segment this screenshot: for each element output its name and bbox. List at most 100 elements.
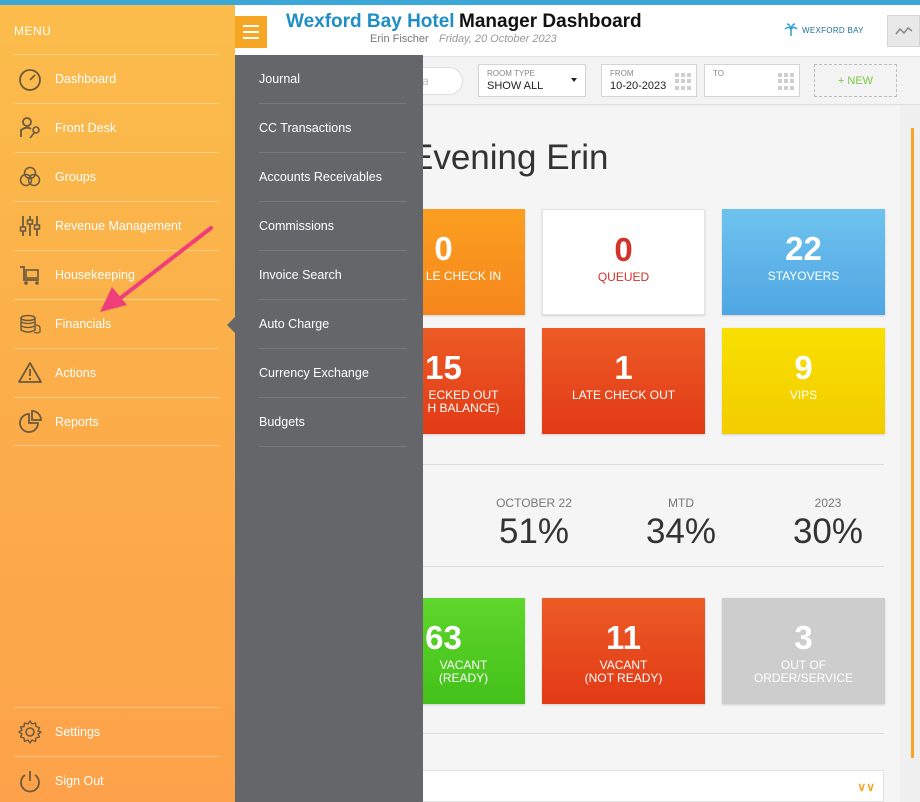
page-title: Manager Dashboard <box>459 11 642 32</box>
stat-value: 51% <box>498 512 570 551</box>
palm-tree-icon <box>784 23 798 36</box>
sidebar-item-housekeeping[interactable]: Housekeeping <box>14 250 219 299</box>
tile-number: 1 <box>614 349 633 386</box>
section-divider <box>410 464 884 465</box>
tile-stayovers[interactable]: 22 STAYOVERS <box>722 209 885 315</box>
calendar-icon[interactable] <box>778 73 795 90</box>
calendar-icon[interactable] <box>675 73 692 90</box>
brand-logo: WEXFORD BAY <box>784 23 864 37</box>
stat-label: MTD <box>668 496 694 510</box>
brand-name: WEXFORD BAY <box>802 25 864 35</box>
cart-icon <box>15 260 45 290</box>
section-divider <box>410 733 884 734</box>
tile-queued[interactable]: 0 QUEUED <box>542 209 705 315</box>
double-chevron-down-icon[interactable]: ∨∨ <box>857 780 875 794</box>
room-type-label: ROOM TYPE <box>487 69 535 78</box>
from-value: 10-20-2023 <box>610 80 667 92</box>
financials-submenu: Journal CC Transactions Accounts Receiva… <box>235 55 423 802</box>
sidebar-item-front-desk[interactable]: Front Desk <box>14 103 219 152</box>
stat-value: 30% <box>792 512 864 551</box>
sidebar-item-revenue-management[interactable]: Revenue Management <box>14 201 219 250</box>
collapsed-panel[interactable]: ∨∨ <box>410 770 884 802</box>
submenu-item-auto-charge[interactable]: Auto Charge <box>259 300 407 349</box>
sidebar-item-label: Financials <box>55 317 112 331</box>
tile-out-of-order[interactable]: 3 OUT OF ORDER/SERVICE <box>722 598 885 704</box>
room-type-select[interactable]: ROOM TYPE SHOW ALL <box>478 64 586 97</box>
submenu-item-invoice-search[interactable]: Invoice Search <box>259 251 407 300</box>
menu-label: MENU <box>14 24 52 38</box>
user-name: Erin Fischer <box>370 33 429 45</box>
sidebar-item-label: Actions <box>55 366 96 380</box>
submenu-pointer <box>227 317 235 333</box>
activity-icon <box>894 26 912 35</box>
submenu-item-currency-exchange[interactable]: Currency Exchange <box>259 349 407 398</box>
gauge-icon <box>15 64 45 94</box>
submenu-item-journal[interactable]: Journal <box>259 55 407 104</box>
tile-label: VACANT (NOT READY) <box>584 658 663 685</box>
sidebar-item-label: Front Desk <box>55 121 117 135</box>
sidebar-item-label: Revenue Management <box>55 219 182 233</box>
sidebar-item-actions[interactable]: Actions <box>14 348 219 397</box>
sidebar-item-dashboard[interactable]: Dashboard <box>14 54 219 103</box>
from-date-field[interactable]: FROM 10-20-2023 <box>601 64 697 97</box>
tile-number: 15 <box>425 349 462 386</box>
room-type-value: SHOW ALL <box>487 80 544 92</box>
tile-number: 11 <box>606 619 641 656</box>
sidebar-item-groups[interactable]: Groups <box>14 152 219 201</box>
stat-october: OCTOBER 22 51% <box>469 496 599 552</box>
tile-number: 63 <box>425 619 462 656</box>
to-date-field[interactable]: TO <box>704 64 800 97</box>
tile-vips[interactable]: 9 VIPS <box>722 328 885 434</box>
sidebar-item-label: Settings <box>55 725 101 739</box>
stat-year: 2023 30% <box>763 496 893 552</box>
activity-button[interactable] <box>887 15 920 47</box>
warning-icon <box>15 358 45 388</box>
stat-label: 2023 <box>814 496 842 510</box>
from-label: FROM <box>610 69 634 78</box>
pie-icon <box>15 407 45 437</box>
tile-number: 9 <box>794 349 813 386</box>
submenu-item-budgets[interactable]: Budgets <box>259 398 407 447</box>
current-date: Friday, 20 October 2023 <box>439 33 557 45</box>
sidebar-item-settings[interactable]: Settings <box>14 707 219 756</box>
hotel-name: Wexford Bay Hotel <box>286 11 455 32</box>
tile-number: 22 <box>785 230 822 267</box>
sliders-icon <box>15 211 45 241</box>
submenu-item-accounts-receivables[interactable]: Accounts Receivables <box>259 153 407 202</box>
tile-label: LATE CHECK OUT <box>571 388 676 402</box>
sidebar-item-label: Groups <box>55 170 96 184</box>
caret-down-icon <box>571 78 577 82</box>
sidebar-item-label: Housekeeping <box>55 268 135 282</box>
circles-icon <box>15 162 45 192</box>
scrollbar-track[interactable] <box>900 106 920 802</box>
person-key-icon <box>15 113 45 143</box>
menu-toggle-button[interactable] <box>235 16 267 48</box>
scroll-accent <box>911 128 914 758</box>
to-label: TO <box>713 69 724 78</box>
tile-label: OUT OF ORDER/SERVICE <box>753 658 854 685</box>
sidebar-item-label: Dashboard <box>55 72 117 86</box>
tile-vacant-not-ready[interactable]: 11 VACANT (NOT READY) <box>542 598 705 704</box>
new-button[interactable]: + NEW <box>814 64 897 97</box>
tile-late-check-out[interactable]: 1 LATE CHECK OUT <box>542 328 705 434</box>
section-divider <box>410 566 884 567</box>
stat-label: OCTOBER 22 <box>496 496 572 510</box>
power-icon <box>15 766 45 796</box>
tile-number: 0 <box>434 230 453 267</box>
tile-label: ECKED OUT H BALANCE) <box>427 388 500 415</box>
submenu-item-commissions[interactable]: Commissions <box>259 202 407 251</box>
sidebar-item-financials[interactable]: Financials <box>14 299 219 348</box>
tile-label: STAYOVERS <box>767 269 840 283</box>
sidebar-item-label: Reports <box>55 414 99 429</box>
gear-icon <box>15 717 45 747</box>
tile-number: 3 <box>794 619 813 656</box>
coins-icon <box>15 309 45 339</box>
tile-label: QUEUED <box>597 270 650 284</box>
submenu-item-cc-transactions[interactable]: CC Transactions <box>259 104 407 153</box>
top-accent-stripe <box>0 0 920 5</box>
sidebar-item-sign-out[interactable]: Sign Out <box>14 756 219 802</box>
tile-label: VACANT (READY) <box>438 658 489 685</box>
tile-number: 0 <box>614 231 633 268</box>
tile-label: VIPS <box>789 388 818 402</box>
sidebar-item-reports[interactable]: Reports <box>14 397 219 446</box>
